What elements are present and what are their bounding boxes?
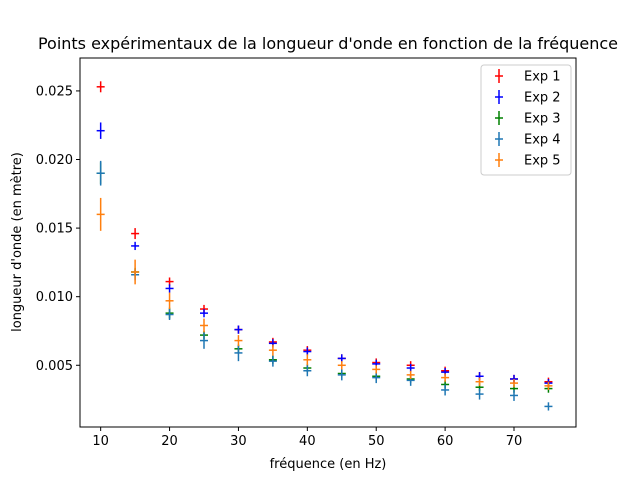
series-exp-5 xyxy=(96,197,553,390)
x-tick-label: 60 xyxy=(437,434,454,449)
y-tick-label: 0.020 xyxy=(36,153,73,168)
x-tick-label: 10 xyxy=(92,434,109,449)
y-axis: 0.005 0.010 0.015 0.020 0.025 xyxy=(36,84,80,374)
x-tick-label: 40 xyxy=(299,434,316,449)
legend-item: Exp 1 xyxy=(495,69,561,85)
axes-frame xyxy=(79,57,577,428)
x-tick-label: 30 xyxy=(230,434,247,449)
series-exp-2 xyxy=(96,122,553,388)
x-tick-label: 50 xyxy=(368,434,385,449)
legend-label: Exp 2 xyxy=(524,91,561,106)
legend-item: Exp 2 xyxy=(495,90,561,106)
legend-label: Exp 5 xyxy=(524,154,561,169)
legend-box xyxy=(480,64,572,176)
legend-label: Exp 4 xyxy=(524,133,561,148)
series-exp-4 xyxy=(96,160,553,411)
legend: Exp 1 Exp 2 Exp 3 Exp 4 Exp 5 xyxy=(480,64,572,176)
y-axis-label: longueur d'onde (en mètre) xyxy=(10,152,25,332)
legend-item: Exp 4 xyxy=(495,132,561,148)
plot-area xyxy=(96,81,553,411)
legend-item: Exp 5 xyxy=(495,153,561,169)
chart-title: Points expérimentaux de la longueur d'on… xyxy=(38,34,618,53)
y-tick-label: 0.010 xyxy=(36,290,73,305)
y-tick-label: 0.025 xyxy=(36,84,73,99)
legend-label: Exp 3 xyxy=(524,112,561,127)
x-axis-label: fréquence (en Hz) xyxy=(270,457,387,472)
y-tick-label: 0.015 xyxy=(36,222,73,237)
x-tick-label: 20 xyxy=(161,434,178,449)
x-axis: 10 20 30 40 50 60 70 xyxy=(92,427,522,449)
legend-label: Exp 1 xyxy=(524,70,561,85)
x-tick-label: 70 xyxy=(506,434,523,449)
legend-item: Exp 3 xyxy=(495,111,561,127)
y-tick-label: 0.005 xyxy=(36,359,73,374)
